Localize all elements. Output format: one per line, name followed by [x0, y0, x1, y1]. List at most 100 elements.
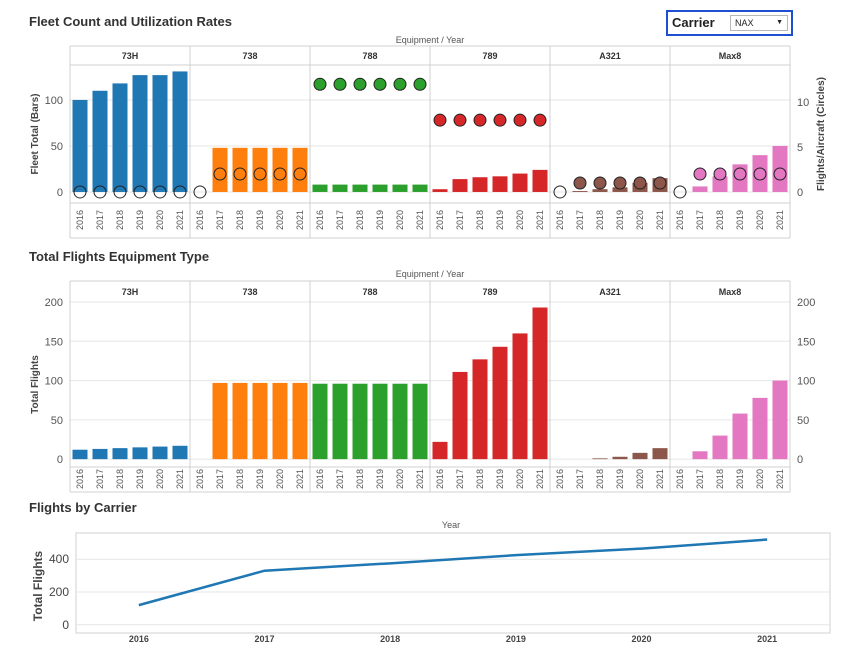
circle-73h-2020	[153, 185, 167, 199]
bar-789-2020	[512, 333, 528, 460]
circle-788-2020	[393, 77, 407, 91]
bar-max8-2020	[752, 397, 768, 460]
carrier-select[interactable]: NAX ▼	[730, 15, 788, 31]
bar-788-2017	[332, 184, 348, 192]
year-tick-label: 2017	[95, 469, 105, 489]
panel-header-73h: 73H	[122, 287, 139, 297]
y-tick-label: 100	[45, 376, 63, 388]
bar-789-2016	[432, 441, 448, 460]
bar-max8-2018	[712, 176, 728, 192]
chart1-title: Fleet Count and Utilization Rates	[29, 14, 232, 29]
x-tick-label: 2016	[129, 634, 149, 643]
year-tick-label: 2020	[275, 210, 285, 230]
year-tick-label: 2019	[375, 469, 385, 489]
year-tick-label: 2021	[175, 210, 185, 230]
panel-header-789: 789	[482, 51, 497, 61]
year-tick-label: 2016	[195, 210, 205, 230]
panel-header-738: 738	[242, 51, 257, 61]
year-tick-label: 2021	[655, 210, 665, 230]
x-tick-label: 2018	[380, 634, 400, 643]
bar-max8-2018	[712, 435, 728, 460]
y2-tick-label: 5	[797, 142, 803, 154]
circle-789-2020	[513, 113, 527, 127]
plot-frame	[75, 532, 831, 634]
series-line	[138, 538, 768, 607]
bar-789-2019	[492, 176, 508, 192]
year-tick-label: 2020	[755, 469, 765, 489]
bar-788-2016	[312, 184, 328, 192]
year-tick-label: 2017	[575, 210, 585, 230]
year-tick-label: 2017	[455, 210, 465, 230]
year-tick-label: 2018	[475, 210, 485, 230]
year-tick-label: 2018	[595, 469, 605, 489]
year-tick-label: 2019	[615, 469, 625, 489]
year-tick-label: 2019	[255, 210, 265, 230]
bar-788-2017	[332, 383, 348, 460]
year-tick-label: 2016	[195, 469, 205, 489]
circle-max8-2018	[713, 167, 727, 181]
year-tick-label: 2021	[535, 469, 545, 489]
circle-789-2021	[533, 113, 547, 127]
circle-max8-2021	[773, 167, 787, 181]
bar-789-2021	[532, 307, 548, 460]
circle-738-2017	[213, 167, 227, 181]
year-tick-label: 2021	[415, 210, 425, 230]
chart-header-label: Year	[442, 520, 460, 530]
bar-73h-2019	[132, 447, 148, 460]
year-tick-label: 2020	[515, 210, 525, 230]
circle-788-2018	[353, 77, 367, 91]
year-tick-label: 2017	[695, 210, 705, 230]
circle-max8-2020	[753, 167, 767, 181]
circle-738-2021	[293, 167, 307, 181]
circle-738-2016	[193, 185, 207, 199]
bar-788-2019	[372, 383, 388, 460]
year-tick-label: 2020	[155, 469, 165, 489]
year-tick-label: 2019	[735, 210, 745, 230]
year-tick-label: 2017	[215, 469, 225, 489]
year-tick-label: 2021	[175, 469, 185, 489]
year-tick-label: 2019	[495, 469, 505, 489]
year-tick-label: 2020	[515, 469, 525, 489]
flights-by-carrier-chart: Year 0 200 400 2016 2017 2018 2019 2020 2021 Total…	[31, 520, 831, 643]
year-tick-label: 2016	[435, 210, 445, 230]
panel-header-max8: Max8	[719, 287, 742, 297]
circle-738-2019	[253, 167, 267, 181]
bar-73h-2020	[152, 75, 168, 192]
bar-max8-2019	[732, 413, 748, 460]
bar-788-2019	[372, 184, 388, 192]
bar-73h-2020	[152, 446, 168, 460]
caret-down-icon: ▼	[776, 19, 783, 26]
y2-axis-title: Flights/Aircraft (Circles)	[816, 77, 827, 191]
bar-73h-2021	[172, 445, 188, 460]
y-tick-label: 50	[51, 415, 63, 427]
year-tick-label: 2019	[135, 469, 145, 489]
year-tick-label: 2020	[395, 210, 405, 230]
y2-tick-label: 50	[797, 415, 809, 427]
year-tick-label: 2020	[635, 210, 645, 230]
bar-a321-2018	[592, 189, 608, 192]
y-tick-label: 150	[45, 336, 63, 348]
circle-max8-2019	[733, 167, 747, 181]
panel-header-738: 738	[242, 287, 257, 297]
bar-73h-2019	[132, 75, 148, 192]
panel-header-789: 789	[482, 287, 497, 297]
y-axis-title: Total Flights	[30, 355, 41, 414]
year-tick-label: 2018	[595, 210, 605, 230]
year-tick-label: 2019	[735, 469, 745, 489]
bar-73h-2021	[172, 71, 188, 192]
bar-73h-2017	[92, 90, 108, 192]
bar-788-2020	[392, 184, 408, 192]
bar-788-2020	[392, 383, 408, 460]
year-tick-label: 2016	[75, 469, 85, 489]
bar-789-2017	[452, 371, 468, 460]
bar-788-2018	[352, 184, 368, 192]
y-tick-label: 50	[51, 141, 63, 153]
year-tick-label: 2016	[315, 469, 325, 489]
bar-a321-2019	[612, 187, 628, 192]
panel-header-788: 788	[362, 287, 377, 297]
year-tick-label: 2018	[115, 210, 125, 230]
year-tick-label: 2019	[135, 210, 145, 230]
circle-788-2021	[413, 77, 427, 91]
bar-73h-2018	[112, 83, 128, 192]
bar-73h-2016	[72, 449, 88, 460]
